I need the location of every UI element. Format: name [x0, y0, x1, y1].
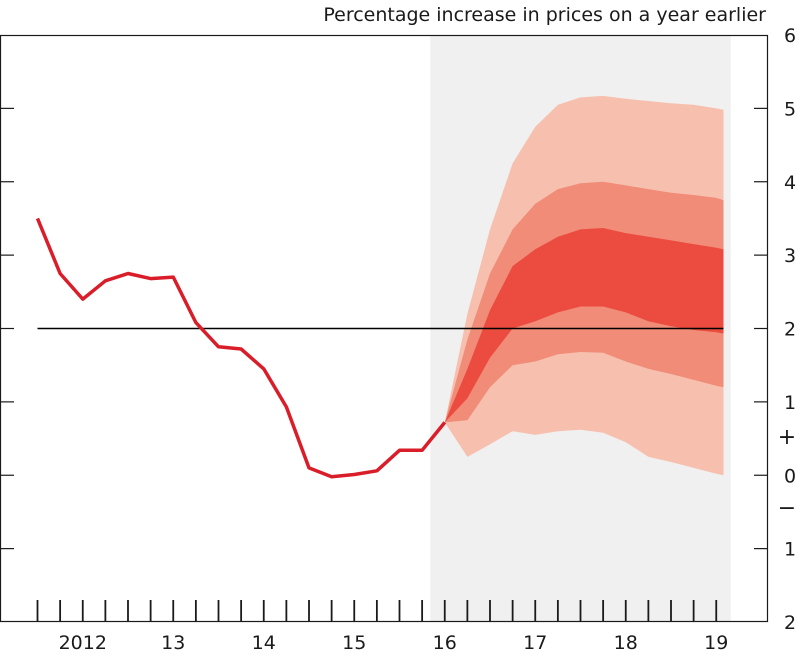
x-tick-label: 16	[433, 632, 457, 654]
y-tick-label: 0	[784, 465, 796, 487]
y-tick-label: 1	[784, 392, 796, 414]
series-line-0	[35, 217, 447, 479]
x-tick-label: 18	[614, 632, 638, 654]
y-tick-label: 4	[784, 172, 796, 194]
minus-sign: −	[778, 496, 796, 521]
x-tick-label: 17	[523, 632, 547, 654]
y-tick-label: 1	[784, 539, 796, 561]
chart-title: Percentage increase in prices on a year …	[323, 4, 766, 26]
fan-band-inner	[444, 228, 724, 423]
x-axis: 2012 13 14 15 16 17 18 19	[36, 600, 728, 654]
x-tick-label: 15	[342, 632, 366, 654]
x-tick-label: 19	[704, 632, 728, 654]
y-tick-label: 2	[784, 319, 796, 341]
plus-sign: +	[778, 425, 796, 450]
y-tick-label: 3	[784, 245, 796, 267]
y-axis: 6 5 4 3 2 1 0 1 2	[0, 25, 796, 634]
fan-bands	[444, 95, 724, 476]
x-tick-label: 2012	[59, 632, 107, 654]
series-group	[35, 217, 447, 479]
y-tick-label: 2	[784, 612, 796, 634]
x-tick-label: 14	[252, 632, 276, 654]
y-tick-label: 6	[784, 25, 796, 47]
y-tick-label: 5	[784, 98, 796, 120]
x-tick-label: 13	[161, 632, 185, 654]
